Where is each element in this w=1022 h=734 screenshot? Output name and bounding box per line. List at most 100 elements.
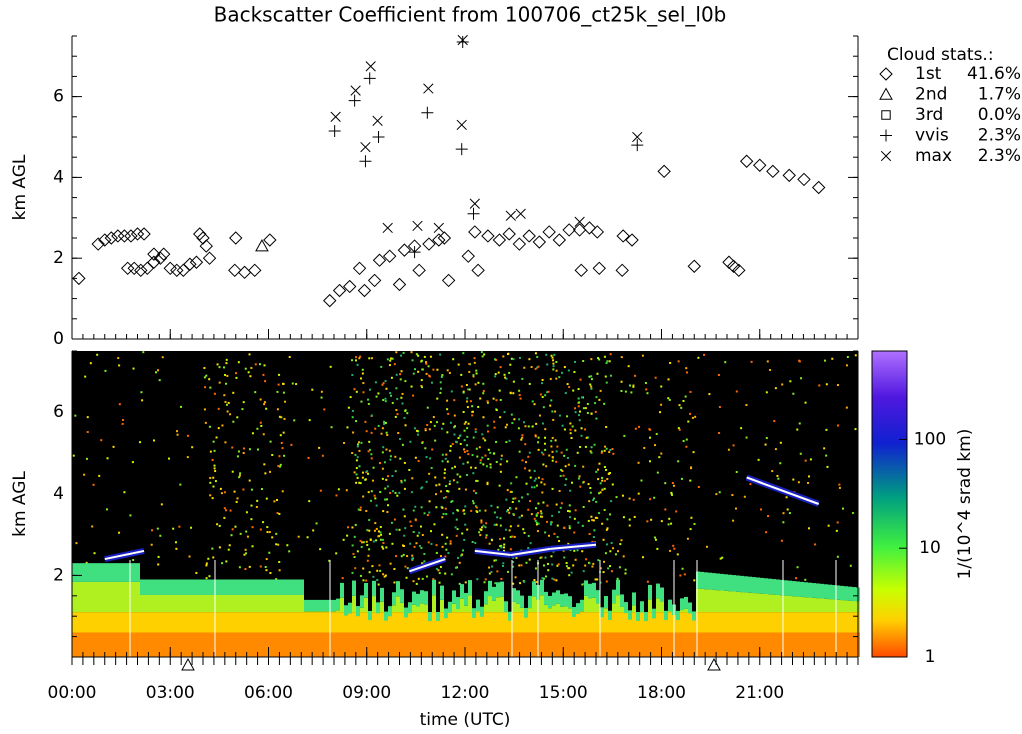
image-pixel — [604, 445, 607, 448]
image-pixel — [602, 538, 605, 541]
image-pixel — [472, 489, 475, 492]
image-band — [316, 611, 320, 613]
image-pixel — [559, 474, 562, 477]
image-pixel — [225, 403, 228, 406]
image-pixel — [458, 456, 461, 459]
image-pixel — [578, 419, 581, 422]
image-band — [784, 580, 788, 596]
image-pixel — [482, 392, 485, 395]
image-pixel — [552, 368, 555, 371]
image-pixel — [601, 522, 604, 525]
image-pixel — [632, 385, 635, 388]
image-pixel — [276, 408, 279, 411]
image-band — [640, 601, 644, 613]
image-pixel — [106, 457, 109, 460]
image-pixel — [414, 519, 417, 522]
image-band — [588, 583, 592, 599]
image-pixel — [590, 387, 593, 390]
image-pixel — [423, 355, 426, 358]
chart-title: Backscatter Coefficient from 100706_ct25… — [214, 3, 727, 27]
image-pixel — [368, 440, 371, 443]
image-pixel — [337, 488, 340, 491]
image-pixel — [502, 355, 505, 358]
image-band — [268, 594, 272, 613]
image-pixel — [541, 478, 544, 481]
image-band — [596, 632, 600, 657]
point — [421, 106, 434, 119]
image-band — [768, 594, 772, 613]
image-pixel — [323, 408, 326, 411]
image-pixel — [212, 440, 215, 443]
image-pixel — [693, 522, 696, 525]
image-pixel — [446, 460, 449, 463]
image-band — [276, 594, 280, 613]
image-band — [280, 579, 284, 595]
image-pixel — [371, 565, 374, 568]
image-pixel — [417, 370, 420, 373]
image-pixel — [388, 364, 391, 367]
image-band — [72, 581, 76, 613]
image-pixel — [486, 424, 489, 427]
image-pixel — [362, 579, 365, 582]
image-band — [716, 612, 720, 633]
image-pixel — [620, 380, 623, 383]
image-pixel — [466, 406, 469, 409]
image-band — [384, 632, 388, 657]
image-pixel — [780, 539, 783, 542]
image-band — [300, 579, 304, 595]
image-pixel — [420, 359, 423, 362]
image-pixel — [271, 454, 274, 457]
image-band — [344, 612, 348, 633]
image-pixel — [353, 535, 356, 538]
image-pixel — [499, 470, 502, 473]
image-band — [752, 632, 756, 657]
image-pixel — [410, 524, 413, 527]
image-pixel — [389, 455, 392, 458]
image-pixel — [490, 504, 493, 507]
image-pixel — [565, 478, 568, 481]
image-band — [148, 632, 152, 657]
image-pixel — [225, 362, 228, 365]
legend-stat: 2.3% — [978, 146, 1021, 166]
image-band — [224, 579, 228, 595]
image-pixel — [677, 460, 680, 463]
image-pixel — [380, 365, 383, 368]
image-band — [572, 606, 576, 617]
image-pixel — [486, 401, 489, 404]
image-pixel — [544, 428, 547, 431]
image-band — [744, 592, 748, 613]
image-band — [664, 610, 668, 621]
image-band — [708, 572, 712, 590]
image-pixel — [827, 524, 830, 527]
image-band — [604, 612, 608, 633]
image-pixel — [506, 353, 509, 356]
image-band — [492, 600, 496, 613]
image-pixel — [358, 465, 361, 468]
image-band — [776, 594, 780, 613]
image-pixel — [131, 461, 134, 464]
image-pixel — [429, 421, 432, 424]
image-pixel — [480, 351, 483, 354]
image-pixel — [204, 421, 207, 424]
image-pixel — [466, 427, 469, 430]
image-pixel — [228, 544, 231, 547]
image-pixel — [551, 456, 554, 459]
image-pixel — [508, 371, 511, 374]
point — [574, 263, 588, 278]
image-pixel — [86, 416, 89, 419]
image-pixel — [380, 533, 383, 536]
y-tick-label: 0 — [53, 329, 64, 349]
image-pixel — [610, 570, 613, 573]
image-pixel — [598, 398, 601, 401]
image-band — [332, 611, 336, 613]
image-pixel — [425, 372, 428, 375]
image-pixel — [205, 374, 208, 377]
image-pixel — [441, 533, 444, 536]
image-band — [352, 632, 356, 657]
image-pixel — [536, 366, 539, 369]
point — [412, 263, 426, 278]
image-pixel — [525, 461, 528, 464]
image-band — [448, 632, 452, 657]
image-band — [456, 597, 460, 610]
image-band — [256, 594, 260, 613]
